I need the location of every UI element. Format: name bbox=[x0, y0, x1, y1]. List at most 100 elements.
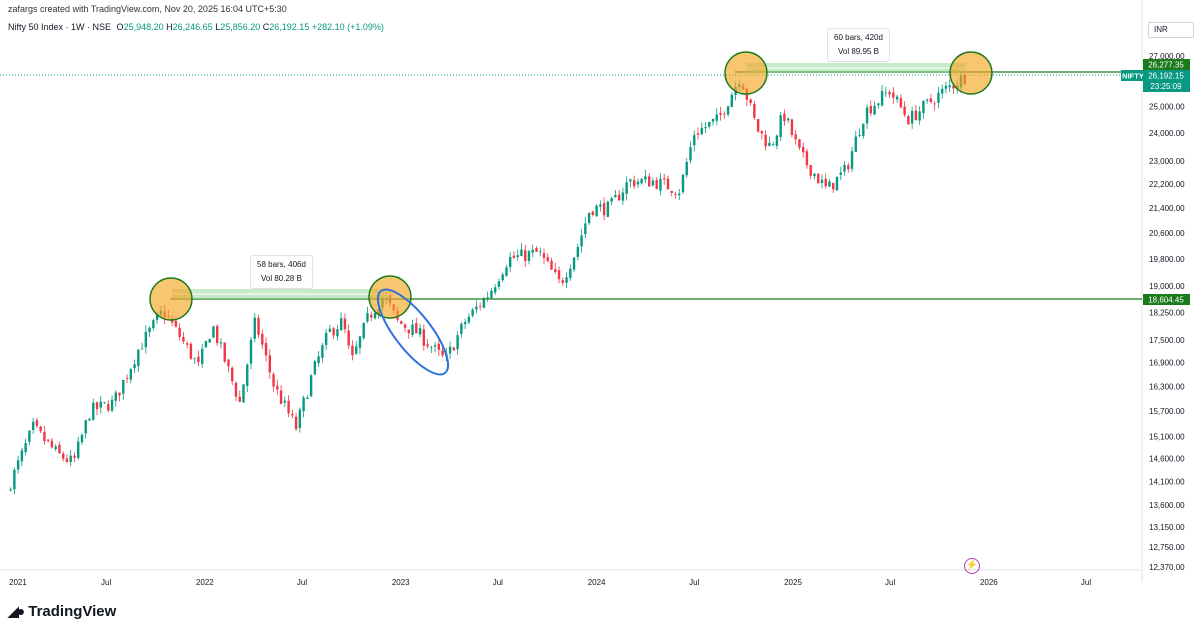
candle-body bbox=[760, 130, 764, 134]
candle-body bbox=[28, 430, 31, 442]
candle-body bbox=[704, 127, 707, 129]
candle-body bbox=[670, 191, 673, 193]
candle-body bbox=[689, 147, 692, 161]
candle-body bbox=[505, 267, 508, 276]
candle-body bbox=[122, 379, 125, 394]
currency-selector[interactable]: INR bbox=[1148, 22, 1194, 38]
candle-body bbox=[227, 359, 230, 367]
y-tick-label: 17,500.00 bbox=[1149, 336, 1185, 345]
candle-body bbox=[197, 356, 200, 362]
close-label: C bbox=[262, 22, 270, 32]
candle-body bbox=[9, 489, 12, 491]
candle-body bbox=[92, 402, 95, 420]
candle-body bbox=[478, 306, 482, 307]
candle-body bbox=[602, 203, 606, 216]
open-label: O bbox=[116, 22, 124, 32]
measure-band-2[interactable] bbox=[746, 63, 966, 73]
y-tick-label: 20,600.00 bbox=[1149, 229, 1185, 238]
highlight-circle-3[interactable] bbox=[724, 51, 768, 95]
candle-body bbox=[264, 343, 268, 356]
candle-body bbox=[460, 323, 463, 334]
candle-body bbox=[133, 364, 136, 369]
candle-body bbox=[182, 336, 185, 342]
candle-body bbox=[208, 339, 211, 343]
x-tick-label: 2024 bbox=[588, 578, 606, 587]
measure-band-1[interactable] bbox=[171, 289, 391, 299]
candle-body bbox=[527, 251, 531, 261]
svg-text:26,192.15: 26,192.15 bbox=[1148, 72, 1184, 81]
candle-body bbox=[418, 328, 422, 335]
candle-body bbox=[219, 342, 223, 344]
candle-body bbox=[910, 110, 914, 124]
x-tick-label: 2021 bbox=[9, 578, 27, 587]
candle-body bbox=[61, 453, 65, 459]
symbol-legend: Nifty 50 Index · 1W · NSE O25,948.20 H26… bbox=[8, 22, 384, 32]
brand-name: TradingView bbox=[28, 603, 117, 620]
candle-body bbox=[400, 321, 403, 324]
candle-body bbox=[884, 92, 888, 94]
tradingview-logo[interactable]: ◢● TradingView bbox=[8, 603, 116, 620]
candle-body bbox=[110, 399, 114, 411]
candle-body bbox=[753, 103, 756, 118]
candle-body bbox=[809, 165, 812, 176]
candle-body bbox=[493, 287, 497, 293]
measure-label-2[interactable]: 60 bars, 420d Vol 89.95 B bbox=[827, 28, 890, 62]
candle-body bbox=[933, 103, 936, 105]
candle-body bbox=[351, 345, 354, 356]
candle-body bbox=[452, 347, 456, 351]
change-value: +282.10 (+1.09%) bbox=[311, 22, 384, 32]
candle-body bbox=[20, 450, 24, 462]
candle-body bbox=[137, 349, 140, 367]
candle-body bbox=[614, 195, 617, 198]
highlight-circle-1[interactable] bbox=[149, 277, 193, 321]
time-axis[interactable]: 2021 Jul 2022 Jul 2023 Jul 2024 Jul 2025 Jul 2026 J… bbox=[9, 578, 1091, 587]
candle-body bbox=[561, 280, 564, 284]
candle-body bbox=[107, 404, 110, 411]
candle-body bbox=[899, 98, 903, 108]
candle-body bbox=[80, 434, 84, 443]
x-tick-label: 2022 bbox=[196, 578, 214, 587]
candle-body bbox=[565, 277, 568, 283]
candle-body bbox=[862, 123, 865, 136]
candle-body bbox=[644, 176, 647, 180]
price-axis[interactable]: 27,000.00 25,000.00 24,000.00 23,000.00 22,2… bbox=[1149, 52, 1185, 572]
candle-body bbox=[347, 330, 350, 346]
x-tick-label: Jul bbox=[1081, 578, 1091, 587]
candle-body bbox=[178, 327, 181, 337]
x-tick-label: Jul bbox=[101, 578, 111, 587]
candle-body bbox=[903, 106, 906, 115]
candle-body bbox=[640, 178, 643, 184]
candle-body bbox=[858, 134, 861, 136]
candle-body bbox=[550, 260, 553, 270]
measure-label-1[interactable]: 58 bars, 406d Vol 80.28 B bbox=[250, 255, 313, 289]
candle-body bbox=[685, 161, 688, 176]
candle-body bbox=[58, 444, 61, 453]
candle-body bbox=[200, 348, 204, 364]
x-tick-label: Jul bbox=[885, 578, 895, 587]
candle-body bbox=[509, 257, 512, 268]
candle-body bbox=[324, 332, 328, 345]
candle-body bbox=[606, 201, 610, 217]
candle-body bbox=[828, 181, 831, 187]
candle-body bbox=[779, 115, 782, 137]
candle-body bbox=[24, 443, 27, 453]
candle-body bbox=[719, 112, 722, 115]
highlight-circle-4[interactable] bbox=[949, 51, 993, 95]
x-tick-label: 2023 bbox=[392, 578, 410, 587]
candle-body bbox=[343, 318, 347, 330]
candle-body bbox=[174, 320, 178, 327]
candle-body bbox=[655, 180, 658, 189]
symbol-title: Nifty 50 Index · 1W · NSE bbox=[8, 22, 112, 32]
candle-body bbox=[482, 298, 486, 308]
candle-body bbox=[749, 99, 752, 104]
candle-body bbox=[610, 198, 613, 202]
lightning-icon[interactable]: ⚡ bbox=[964, 558, 980, 574]
candle-body bbox=[647, 176, 651, 187]
candle-body bbox=[321, 345, 324, 358]
x-tick-label: Jul bbox=[297, 578, 307, 587]
candle-body bbox=[629, 179, 632, 182]
tradingview-logo-icon: ◢● bbox=[8, 603, 25, 619]
correction-ellipse[interactable] bbox=[367, 280, 459, 384]
candle-body bbox=[114, 392, 117, 401]
